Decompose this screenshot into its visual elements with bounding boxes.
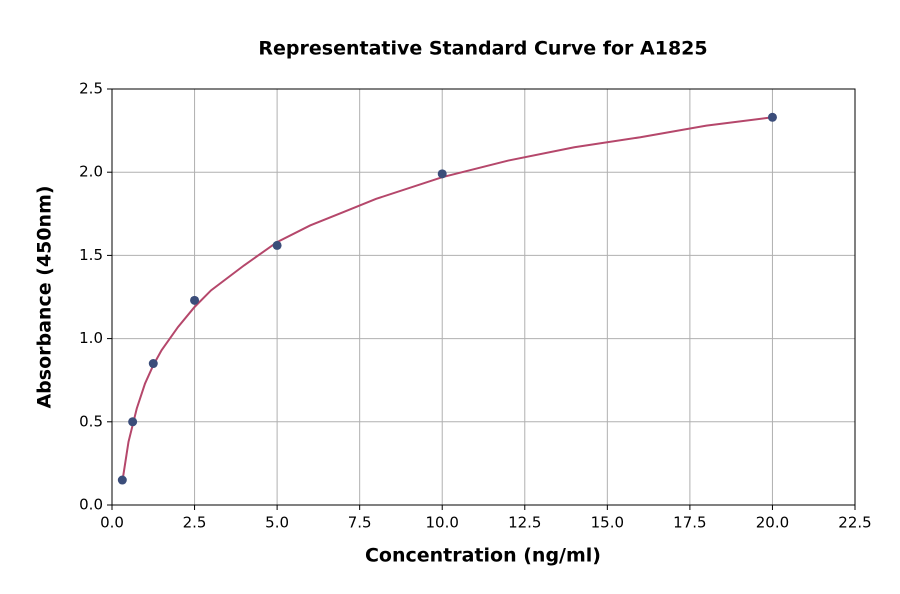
y-tick-label: 2.0 bbox=[79, 163, 103, 181]
y-tick-label: 0.0 bbox=[79, 496, 103, 514]
data-point bbox=[437, 169, 447, 179]
plot-frame bbox=[111, 88, 856, 506]
y-tick-label: 1.0 bbox=[79, 329, 103, 347]
x-tick-label: 7.5 bbox=[348, 514, 372, 532]
y-tick-label: 0.5 bbox=[79, 412, 103, 430]
data-point bbox=[128, 417, 138, 427]
x-tick-label: 22.5 bbox=[838, 514, 871, 532]
y-axis-label: Absorbance (450nm) bbox=[34, 185, 56, 408]
y-tick-label: 1.5 bbox=[79, 246, 103, 264]
x-tick-label: 12.5 bbox=[508, 514, 541, 532]
data-point bbox=[190, 295, 200, 305]
data-point bbox=[767, 112, 777, 122]
chart-title: Representative Standard Curve for A1825 bbox=[258, 38, 707, 60]
x-tick-label: 17.5 bbox=[673, 514, 706, 532]
x-tick-label: 10.0 bbox=[426, 514, 459, 532]
data-point bbox=[148, 359, 158, 369]
x-tick-label: 20.0 bbox=[756, 514, 789, 532]
x-tick-label: 5.0 bbox=[265, 514, 289, 532]
y-tick-label: 2.5 bbox=[79, 80, 103, 98]
x-tick-label: 15.0 bbox=[591, 514, 624, 532]
fit-curve bbox=[121, 116, 773, 482]
data-point bbox=[117, 475, 127, 485]
x-tick-label: 0.0 bbox=[100, 514, 124, 532]
x-axis-label: Concentration (ng/ml) bbox=[365, 545, 601, 567]
x-tick-label: 2.5 bbox=[183, 514, 207, 532]
data-point bbox=[272, 240, 282, 250]
